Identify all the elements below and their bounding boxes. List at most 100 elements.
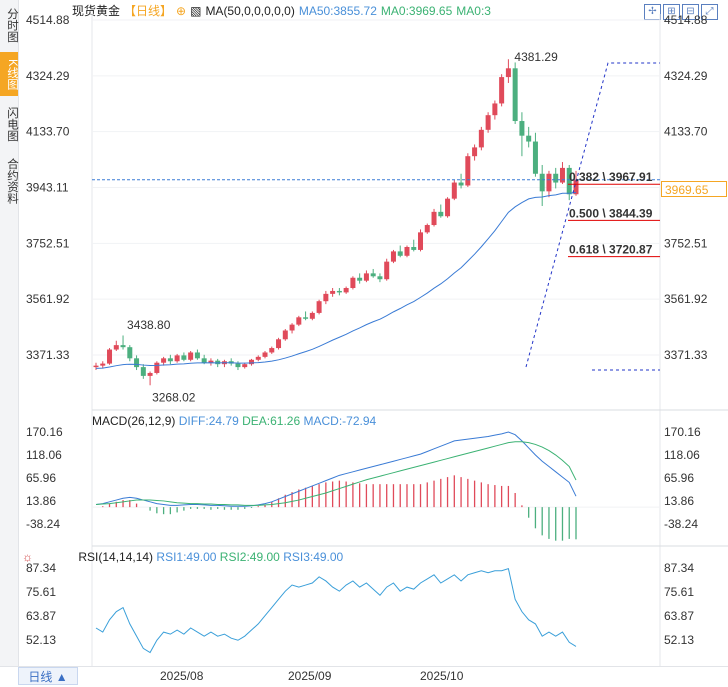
candle-body — [411, 246, 417, 250]
macd-diff: DIFF:24.79 — [178, 414, 239, 428]
price-tick-right: 3371.33 — [664, 348, 708, 362]
candle-body — [445, 198, 451, 217]
candle-body — [539, 173, 545, 192]
candle-body — [323, 293, 329, 302]
candle-body — [127, 347, 133, 359]
price-tick-right: 3752.51 — [664, 236, 708, 250]
candle-body — [140, 367, 146, 376]
macd-tick-left: 13.86 — [26, 494, 56, 508]
local-high-label: 3438.80 — [127, 318, 171, 332]
price-tick-left: 4514.88 — [26, 13, 70, 27]
candle-body — [303, 317, 309, 319]
chart-canvas[interactable]: 4514.88 4514.88 4324.29 4324.29 4133.70 4133.… — [0, 0, 728, 666]
macd-tick-left: 170.16 — [26, 425, 63, 439]
candle-body — [255, 356, 261, 360]
candle-body — [289, 324, 295, 331]
fib-level-label: 0.618 \ 3720.87 — [569, 243, 653, 257]
candle-body — [235, 363, 241, 368]
bottom-bar — [0, 666, 728, 687]
candle-body — [100, 363, 106, 366]
rsi-tick-right: 63.87 — [664, 609, 694, 623]
candle-body — [242, 364, 248, 368]
high-label: 4381.29 — [514, 50, 558, 64]
candle-body — [458, 182, 464, 186]
macd-tick-left: -38.24 — [26, 517, 60, 531]
low-label: 3268.02 — [152, 390, 196, 404]
price-tick-right: 3561.92 — [664, 292, 708, 306]
main-chart-header: 现货黄金 【日线】 ⊕ ▧ MA(50,0,0,0,0,0) MA50:3855.72 MA… — [72, 3, 495, 19]
candle-body — [404, 246, 410, 256]
candle-body — [377, 276, 383, 280]
candle-body — [465, 156, 471, 186]
macd-tick-right: 170.16 — [664, 425, 701, 439]
ma0-value: MA0:3969.65 — [380, 4, 453, 18]
candle-body — [492, 103, 498, 116]
tab-kline[interactable]: K线图 — [0, 52, 18, 96]
rsi-tick-right: 87.34 — [664, 561, 694, 575]
candle-body — [478, 129, 484, 148]
candle-body — [526, 135, 532, 142]
candle-body — [154, 362, 160, 373]
rsi1-value: RSI1:49.00 — [156, 550, 217, 564]
candle-body — [431, 211, 437, 226]
ma50-line — [95, 191, 577, 369]
price-tick-left: 3943.11 — [26, 180, 69, 194]
symbol-name: 现货黄金 — [72, 4, 121, 18]
candle-body — [201, 358, 207, 363]
rsi2-value: RSI2:49.00 — [219, 550, 280, 564]
candle-body — [499, 77, 505, 104]
period-label[interactable]: 【日线】 — [124, 4, 173, 18]
candle-body — [519, 121, 525, 136]
ma0-value-2: MA0:3 — [456, 4, 491, 18]
rsi3-value: RSI3:49.00 — [283, 550, 344, 564]
candle-body — [566, 167, 572, 195]
candle-body — [181, 355, 187, 360]
rsi-tick-left: 63.87 — [26, 609, 56, 623]
candle-body — [336, 290, 342, 293]
candle-body — [208, 360, 214, 363]
candle-body — [134, 358, 140, 368]
period-selector-button[interactable]: 日线 ▲ — [18, 667, 78, 685]
current-price-tag: 3969.65 — [661, 181, 727, 197]
candle-body — [512, 68, 518, 122]
indicator-icon[interactable]: ☼ — [22, 550, 33, 564]
macd-tick-right: 13.86 — [664, 494, 694, 508]
candle-body — [161, 358, 167, 363]
candle-body — [282, 330, 288, 340]
candle-body — [397, 251, 403, 256]
zoom-out-icon[interactable]: ⊟ — [682, 4, 699, 20]
rsi-tick-left: 52.13 — [26, 633, 56, 647]
tab-contract-info[interactable]: 合约资料 — [6, 158, 18, 204]
rsi-tick-right: 75.61 — [664, 585, 694, 599]
candle-body — [147, 372, 153, 376]
candle-body — [167, 358, 173, 362]
candle-body — [276, 339, 282, 349]
tab-lightning[interactable]: 闪电图 — [6, 106, 18, 142]
rsi-tick-left: 75.61 — [26, 585, 56, 599]
settings-icon[interactable]: ⊕ — [176, 4, 187, 18]
fib-level-label: 0.500 \ 3844.39 — [569, 206, 653, 220]
rsi-tick-left: 87.34 — [26, 561, 56, 575]
price-tick-left: 3752.51 — [26, 236, 70, 250]
fullscreen-icon[interactable]: ⤢ — [701, 4, 718, 20]
candle-body — [370, 273, 376, 277]
candle-body — [343, 288, 349, 293]
zoom-in-icon[interactable]: ⊞ — [663, 4, 680, 20]
candle-body — [384, 261, 390, 280]
ma-settings-icon[interactable]: ▧ — [190, 4, 202, 18]
price-tick-left: 4133.70 — [26, 125, 70, 139]
price-tick-right: 4133.70 — [664, 125, 708, 139]
candle-body — [573, 179, 579, 195]
macd-tick-right: -38.24 — [664, 517, 698, 531]
candle-body — [350, 277, 356, 289]
candle-body — [188, 352, 194, 360]
candle-body — [269, 348, 275, 353]
fib-level-label: 0.382 \ 3967.91 — [569, 170, 653, 184]
candle-body — [316, 301, 322, 313]
candle-body — [451, 182, 457, 199]
candle-body — [107, 349, 113, 364]
candle-body — [262, 352, 268, 357]
rsi-line — [95, 568, 577, 654]
price-tick-left: 3561.92 — [26, 292, 70, 306]
tab-timeline[interactable]: 分时图 — [6, 7, 18, 43]
